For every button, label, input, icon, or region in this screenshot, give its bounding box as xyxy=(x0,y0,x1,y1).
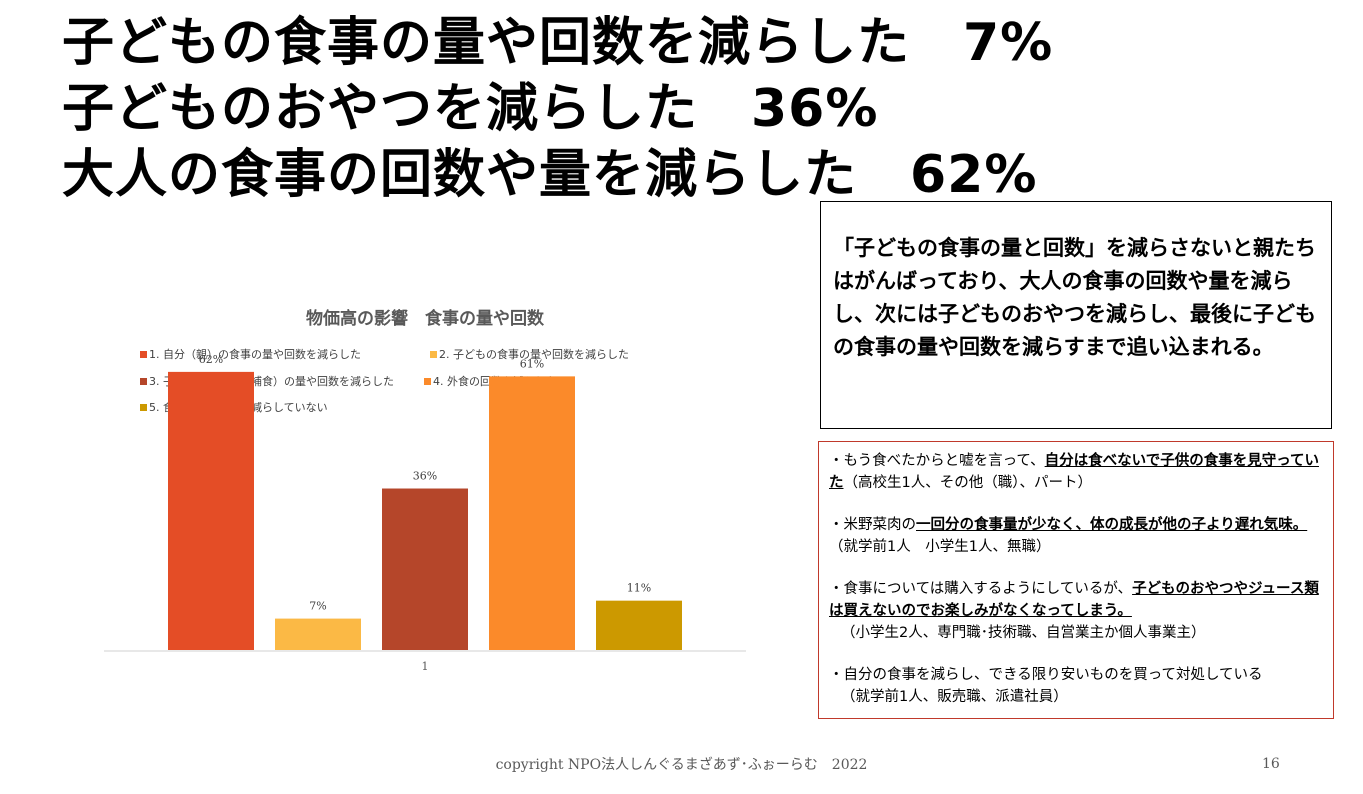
x-tick-label: 1 xyxy=(422,660,429,673)
bar-chart: 62% 7% 36% 61% 11% 1 xyxy=(104,353,746,673)
quote-3-emph: 子どものおやつやジュース類は買えないのでお楽しみがなくなってしまう。 xyxy=(829,581,1319,619)
summary-box: 「子どもの食事の量と回数」を減らさないと親たちはがんばっており、大人の食事の回数… xyxy=(820,201,1332,429)
data-label-2: 7% xyxy=(309,600,326,613)
quote-1-emph: 自分は食べないで子供の食事を見守っていた xyxy=(829,453,1319,491)
footer-copyright: copyright NPO法人しんぐるまざあず･ふぉーらむ 2022 xyxy=(495,757,868,773)
data-label-5: 11% xyxy=(627,582,651,595)
legend-swatch-1 xyxy=(140,350,147,358)
bar-4 xyxy=(489,376,575,650)
data-label-3: 36% xyxy=(413,470,437,483)
quote-2-pre: ・米野菜肉の xyxy=(829,517,916,533)
headline-line-1: 子どもの食事の量や回数を減らした 7% xyxy=(62,13,1054,73)
bars-group: 62% 7% 36% 61% 11% xyxy=(168,353,682,650)
quote-3-pre: ・食事については購入するようにしているが、 xyxy=(829,581,1133,597)
chart-title: 物価高の影響 食事の量や回数 xyxy=(306,309,544,329)
quote-2-post: （就学前1人 小学生1人、無職） xyxy=(829,539,1051,555)
bar-5 xyxy=(596,600,682,650)
page-number: 16 xyxy=(1262,756,1280,772)
quote-item-1: ・もう食べたからと嘘を言って、自分は食べないで子供の食事を見守っていた（高校生1… xyxy=(829,450,1323,494)
quote-2-emph: 一回分の食事量が少なく、体の成長が他の子より遅れ気味。 xyxy=(916,517,1308,533)
bar-3 xyxy=(382,488,468,650)
legend-swatch-4 xyxy=(424,377,431,385)
quote-1-pre: ・もう食べたからと嘘を言って、 xyxy=(829,453,1045,469)
quote-item-3: ・食事については購入するようにしているが、子どものおやつやジュース類は買えないの… xyxy=(829,578,1323,644)
bar-1 xyxy=(168,371,254,650)
legend-swatch-3 xyxy=(140,377,147,385)
legend-swatch-2 xyxy=(430,350,437,358)
quotes-box: ・もう食べたからと嘘を言って、自分は食べないで子供の食事を見守っていた（高校生1… xyxy=(818,441,1334,719)
data-label-4: 61% xyxy=(520,357,544,370)
legend-label-1: 1. 自分（親）の食事の量や回数を減らした xyxy=(149,348,361,361)
headline-line-3: 大人の食事の回数や量を減らした 62% xyxy=(62,145,1038,205)
headline-line-2: 子どものおやつを減らした 36% xyxy=(62,79,879,139)
quote-4-pre: ・自分の食事を減らし、できる限り安いものを買って対処している xyxy=(829,667,1263,683)
headline: 子どもの食事の量や回数を減らした 7% 子どものおやつを減らした 36% 大人の… xyxy=(62,10,1053,208)
quote-item-4: ・自分の食事を減らし、できる限り安いものを買って対処している （就学前1人、販売職… xyxy=(829,664,1323,708)
quote-4-sub: （就学前1人、販売職、派遣社員） xyxy=(841,689,1068,705)
legend-item-2: 2. 子どもの食事の量や回数を減らした xyxy=(430,346,629,362)
legend-item-1: 1. 自分（親）の食事の量や回数を減らした xyxy=(140,346,361,362)
quote-1-post: （高校生1人、その他（職）、パート） xyxy=(843,475,1092,491)
summary-text: 「子どもの食事の量と回数」を減らさないと親たちはがんばっており、大人の食事の回数… xyxy=(833,236,1316,359)
quote-item-2: ・米野菜肉の一回分の食事量が少なく、体の成長が他の子より遅れ気味。 （就学前1人 … xyxy=(829,514,1323,558)
data-label-1: 62% xyxy=(199,353,223,366)
legend-label-2: 2. 子どもの食事の量や回数を減らした xyxy=(439,348,629,361)
bar-2 xyxy=(275,618,361,650)
legend-swatch-5 xyxy=(140,403,147,411)
quote-3-sub: （小学生2人、専門職･技術職、自営業主か個人事業主） xyxy=(841,625,1206,641)
